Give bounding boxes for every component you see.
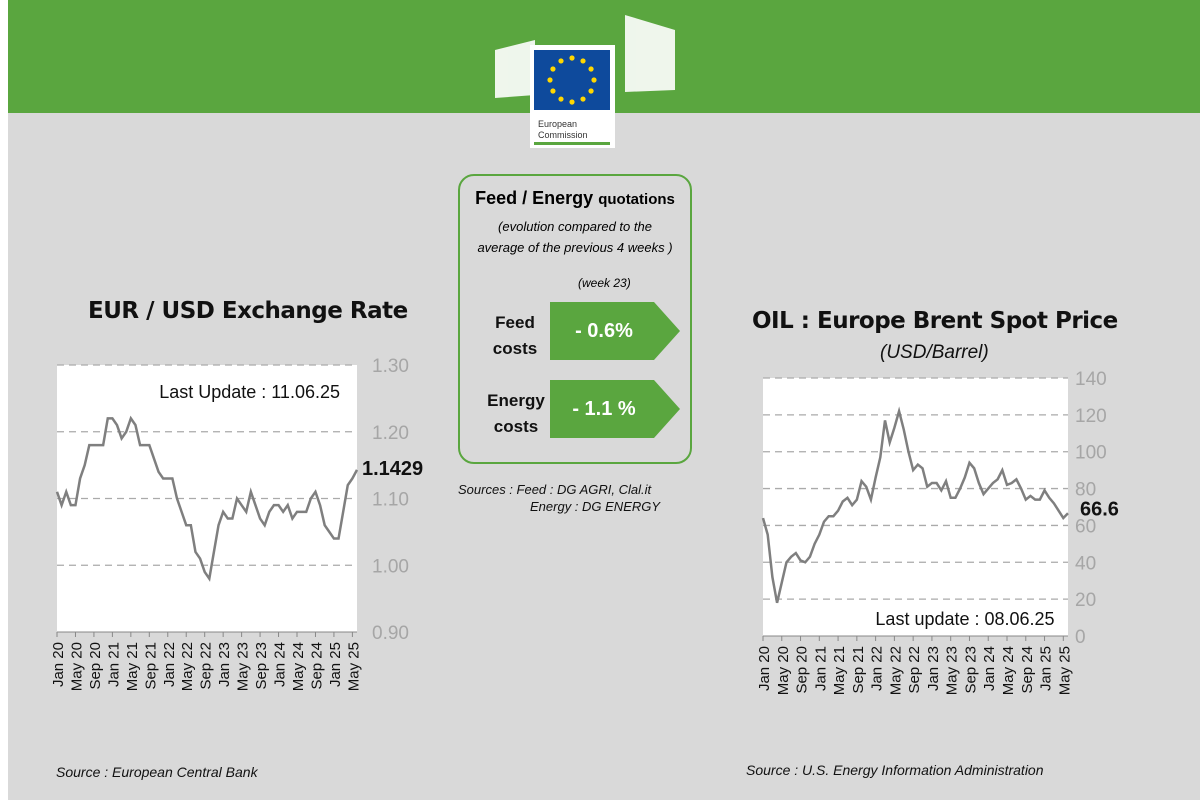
eurusd-source: Source : European Central Bank: [56, 764, 258, 780]
last-update-annotation: Last update : 08.06.25: [875, 609, 1054, 629]
y-tick-label: 100: [1075, 443, 1107, 464]
last-update-annotation: Last Update : 11.06.25: [159, 382, 340, 402]
x-tick-label: Jan 22: [161, 642, 178, 687]
y-tick-label: 60: [1075, 516, 1096, 537]
x-tick-label: Jan 22: [869, 646, 886, 691]
data-line: [55, 415, 359, 582]
panel-title: Feed / Energy quotations: [475, 188, 675, 208]
feed-costs-label: Feed costs: [492, 313, 538, 358]
brent-chart-title: OIL : Europe Brent Spot Price: [752, 308, 1118, 334]
x-tick-label: Jan 21: [812, 646, 829, 691]
x-tick-label: May 25: [1056, 646, 1073, 695]
eu-star-icon: [558, 96, 564, 102]
x-tick-label: May 23: [235, 642, 252, 691]
x-tick-label: Jan 21: [105, 642, 122, 687]
y-tick-label: 1.30: [372, 356, 409, 377]
eu-star-icon: [588, 66, 594, 72]
eu-star-icon: [550, 88, 556, 94]
x-tick-label: Sep 21: [142, 642, 159, 690]
panel-sources-energy: Energy : DG ENERGY: [530, 499, 661, 514]
x-tick-label: Jan 20: [756, 646, 773, 691]
x-tick-label: Jan 23: [925, 646, 942, 691]
x-tick-label: Sep 22: [906, 646, 923, 694]
x-tick-label: May 22: [179, 642, 196, 691]
x-tick-label: May 25: [345, 642, 362, 691]
eu-star-icon: [569, 99, 575, 105]
x-tick-label: Jan 20: [50, 642, 67, 687]
feed-energy-panel: Feed / Energy quotations (evolution comp…: [458, 174, 692, 464]
european-commission-logo: European Commission: [495, 15, 675, 148]
y-tick-label: 20: [1075, 590, 1096, 611]
eu-star-icon: [588, 88, 594, 94]
eurusd-chart-title: EUR / USD Exchange Rate: [88, 298, 408, 324]
eu-star-icon: [569, 55, 575, 61]
x-tick-label: Jan 25: [1038, 646, 1055, 691]
x-tick-label: May 21: [124, 642, 141, 691]
energy-costs-value: - 1.1 %: [550, 380, 680, 438]
x-tick-label: May 20: [775, 646, 792, 695]
x-tick-label: Sep 21: [850, 646, 867, 694]
x-tick-label: Sep 20: [794, 646, 811, 694]
x-tick-label: Jan 24: [272, 642, 289, 687]
y-tick-label: 1.20: [372, 423, 409, 444]
x-tick-label: May 20: [68, 642, 85, 691]
x-tick-label: May 22: [887, 646, 904, 695]
x-tick-label: Jan 23: [216, 642, 233, 687]
x-tick-label: Sep 24: [1019, 646, 1036, 694]
last-value-label: 66.6: [1080, 498, 1119, 520]
y-tick-label: 40: [1075, 553, 1096, 574]
y-tick-label: 1.00: [372, 556, 409, 577]
x-tick-label: May 24: [1000, 646, 1017, 695]
x-tick-label: Sep 22: [198, 642, 215, 690]
y-tick-label: 0.90: [372, 623, 409, 644]
eu-star-icon: [547, 77, 553, 83]
last-value-label: 1.1429: [362, 458, 423, 480]
x-tick-label: Sep 24: [308, 642, 325, 690]
plot-area: [763, 378, 1068, 636]
x-tick-label: May 24: [290, 642, 307, 691]
panel-subtitle: (evolution compared to the average of the…: [477, 219, 673, 255]
y-tick-label: 0: [1075, 627, 1086, 648]
eu-star-icon: [591, 77, 597, 83]
panel-sources-feed: Sources : Feed : DG AGRI, Clal.it: [458, 482, 652, 497]
energy-costs-label: Energy costs: [487, 391, 545, 436]
y-tick-label: 80: [1075, 480, 1096, 501]
x-tick-label: Sep 23: [962, 646, 979, 694]
y-tick-label: 140: [1075, 369, 1107, 390]
x-tick-label: Jan 25: [327, 642, 344, 687]
eu-star-icon: [580, 96, 586, 102]
eu-star-icon: [558, 58, 564, 64]
x-tick-label: May 21: [831, 646, 848, 695]
brent-source: Source : U.S. Energy Information Adminis…: [746, 762, 1044, 778]
svg-text:Commission: Commission: [538, 130, 588, 140]
eu-star-icon: [550, 66, 556, 72]
x-tick-label: Sep 23: [253, 642, 270, 690]
week-label: (week 23): [578, 276, 631, 290]
x-tick-label: Jan 24: [981, 646, 998, 691]
eu-star-icon: [580, 58, 586, 64]
y-tick-label: 120: [1075, 406, 1107, 427]
x-tick-label: May 23: [944, 646, 961, 695]
data-line: [761, 406, 1069, 604]
svg-text:European: European: [538, 119, 577, 129]
feed-costs-value: - 0.6%: [550, 302, 680, 360]
brent-chart-subtitle: (USD/Barrel): [880, 342, 989, 363]
x-tick-label: Sep 20: [87, 642, 104, 690]
y-tick-label: 1.10: [372, 490, 409, 511]
